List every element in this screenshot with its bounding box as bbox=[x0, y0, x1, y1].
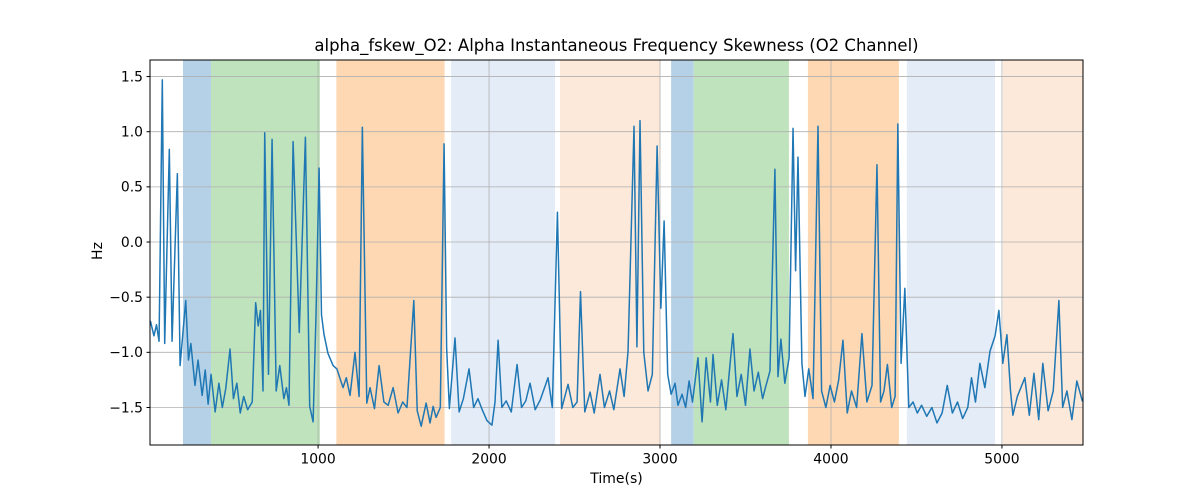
x-tick-label: 1000 bbox=[300, 452, 335, 468]
stage-band bbox=[906, 60, 995, 445]
y-axis-label: Hz bbox=[90, 242, 106, 260]
x-tick-label: 4000 bbox=[813, 452, 848, 468]
stage-band bbox=[671, 60, 694, 445]
y-tick-label: −0.5 bbox=[109, 290, 143, 306]
stage-band bbox=[211, 60, 320, 445]
x-axis-label: Time(s) bbox=[590, 471, 643, 487]
x-tick-label: 3000 bbox=[642, 452, 677, 468]
y-tick-label: 1.5 bbox=[121, 69, 143, 85]
y-tick-label: −1.0 bbox=[109, 345, 143, 361]
y-tick-label: −1.5 bbox=[109, 400, 143, 416]
signal-line bbox=[149, 79, 1084, 427]
stage-band bbox=[693, 60, 789, 445]
stage-band bbox=[451, 60, 556, 445]
axes-frame bbox=[149, 59, 1084, 446]
stage-band bbox=[559, 60, 661, 445]
y-tick-label: 0.0 bbox=[121, 235, 143, 251]
x-tick-label: 2000 bbox=[471, 452, 506, 468]
stage-band bbox=[336, 60, 445, 445]
y-tick-label: 0.5 bbox=[121, 180, 143, 196]
stage-band bbox=[1002, 60, 1083, 445]
y-tick-label: 1.0 bbox=[121, 125, 143, 141]
x-tick-label: 5000 bbox=[984, 452, 1019, 468]
stage-band bbox=[807, 60, 899, 445]
chart-title: alpha_fskew_O2: Alpha Instantaneous Freq… bbox=[314, 36, 919, 55]
